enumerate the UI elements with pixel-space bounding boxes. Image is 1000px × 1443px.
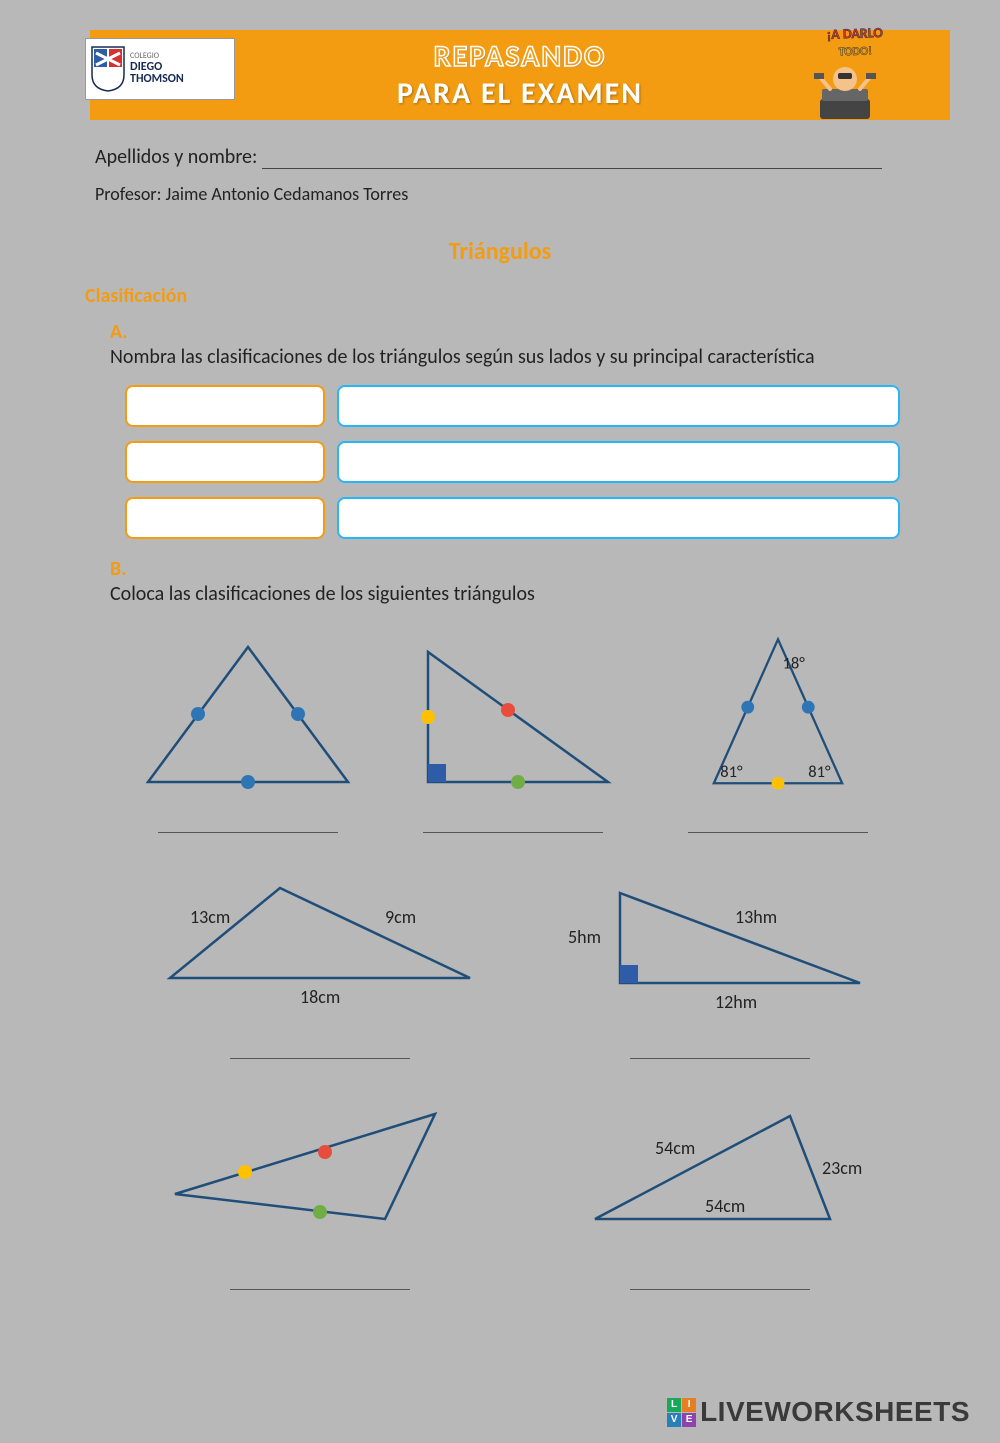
triangle-row-2: 13cm 9cm 18cm 5hm 13hm 12hm [50, 853, 950, 1059]
answer-a-name-1[interactable] [125, 385, 325, 427]
wm-cell: E [682, 1413, 696, 1427]
triangle-6 [150, 1094, 490, 1290]
answer-line-6[interactable] [230, 1266, 410, 1290]
answer-line-2[interactable] [423, 809, 603, 833]
svg-text:81°: 81° [720, 762, 743, 782]
student-info: Apellidos y nombre: Profesor: Jaime Anto… [50, 120, 950, 229]
svg-text:5hm: 5hm [568, 926, 601, 948]
triangle-1 [120, 632, 375, 833]
answer-a-desc-1[interactable] [337, 385, 900, 427]
triangle-5: 5hm 13hm 12hm [550, 863, 890, 1059]
answer-a-desc-2[interactable] [337, 441, 900, 483]
section-heading: Clasificación [50, 284, 950, 308]
svg-text:81°: 81° [808, 762, 831, 782]
wm-cell: V [667, 1413, 681, 1427]
svg-text:54cm: 54cm [705, 1195, 745, 1217]
svg-text:54cm: 54cm [655, 1137, 695, 1159]
svg-text:13hm: 13hm [735, 906, 777, 928]
triangle-4: 13cm 9cm 18cm [150, 863, 490, 1059]
answer-table-a [50, 385, 950, 539]
answer-a-desc-3[interactable] [337, 497, 900, 539]
question-a-letter: A. [110, 320, 138, 344]
logo-line2: THOMSON [130, 73, 184, 86]
name-input-line[interactable] [262, 168, 882, 169]
name-label: Apellidos y nombre: [95, 145, 257, 169]
answer-a-name-2[interactable] [125, 441, 325, 483]
svg-text:23cm: 23cm [822, 1157, 862, 1179]
answer-line-1[interactable] [158, 809, 338, 833]
school-logo: COLEGIO DIEGO THOMSON [85, 38, 235, 100]
mascot-text1: ¡A DARLO [826, 24, 883, 43]
question-a: A. Nombra las clasificaciones de los tri… [50, 320, 950, 371]
question-b-text: Coloca las clasificaciones de los siguie… [110, 581, 870, 608]
answer-line-7[interactable] [630, 1266, 810, 1290]
answer-line-5[interactable] [630, 1035, 810, 1059]
triangle-2 [385, 632, 640, 833]
svg-text:9cm: 9cm [385, 906, 416, 928]
answer-line-4[interactable] [230, 1035, 410, 1059]
svg-text:12hm: 12hm [715, 991, 757, 1013]
triangle-row-3: 54cm 23cm 54cm [50, 1084, 950, 1290]
question-b-letter: B. [110, 557, 138, 581]
svg-text:18°: 18° [782, 654, 805, 674]
teacher-label: Profesor: Jaime Antonio Cedamanos Torres [95, 183, 905, 205]
triangle-3: 18° 81° 81° [650, 632, 905, 833]
question-a-text: Nombra las clasificaciones de los triáng… [110, 344, 870, 371]
triangle-row-1: 18° 81° 81° [50, 622, 950, 833]
banner-title-1: REPASANDO [434, 38, 607, 75]
watermark-text: LIVEWORKSHEETS [700, 1396, 970, 1428]
mascot-badge: ¡A DARLO TODO! [800, 25, 910, 125]
liveworksheets-watermark: L I V E LIVEWORKSHEETS [667, 1396, 970, 1428]
svg-text:13cm: 13cm [190, 906, 230, 928]
question-b: B. Coloca las clasificaciones de los sig… [50, 557, 950, 608]
answer-a-name-3[interactable] [125, 497, 325, 539]
mascot-text2: TODO! [838, 44, 872, 59]
answer-line-3[interactable] [688, 809, 868, 833]
banner-title-2: PARA EL EXAMEN [397, 75, 643, 112]
wm-cell: I [682, 1398, 696, 1412]
worksheet-page: COLEGIO DIEGO THOMSON ¡A DARLO TODO! REP… [50, 0, 950, 1290]
triangle-7: 54cm 23cm 54cm [550, 1094, 890, 1290]
topic-heading: Triángulos [50, 237, 950, 266]
svg-text:18cm: 18cm [300, 986, 340, 1008]
wm-cell: L [667, 1398, 681, 1412]
